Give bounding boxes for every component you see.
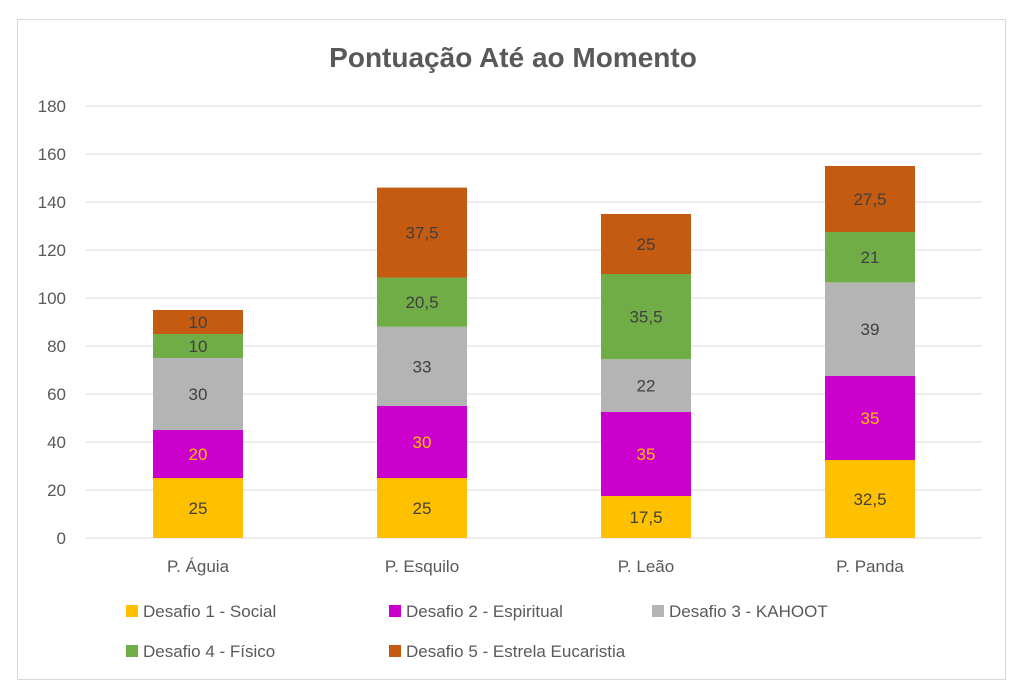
y-axis-ticks: 0 20 40 60 80 100 120 140 160 180 [38, 97, 66, 548]
legend: Desafio 1 - Social Desafio 2 - Espiritual… [126, 602, 828, 661]
legend-label: Desafio 2 - Espiritual [406, 602, 563, 621]
bar-segment [601, 359, 691, 412]
bar-segment [377, 326, 467, 406]
y-tick-label: 140 [38, 193, 66, 212]
y-tick-label: 160 [38, 145, 66, 164]
bar-segment [825, 376, 915, 460]
y-tick-label: 100 [38, 289, 66, 308]
y-tick-label: 120 [38, 241, 66, 260]
bar-segment [153, 310, 243, 334]
legend-label: Desafio 4 - Físico [143, 642, 275, 661]
bar-segment [601, 412, 691, 496]
y-tick-label: 20 [47, 481, 66, 500]
data-label: 30 [413, 433, 432, 452]
data-label: 35,5 [629, 308, 662, 327]
legend-swatch [389, 645, 401, 657]
bar-segment [377, 187, 467, 278]
data-label: 32,5 [853, 490, 886, 509]
data-label: 10 [189, 337, 208, 356]
bar-segment [601, 214, 691, 274]
y-tick-label: 80 [47, 337, 66, 356]
legend-swatch [652, 605, 664, 617]
data-label: 20,5 [405, 293, 438, 312]
x-axis-categories: P. Águia P. Esquilo P. Leão P. Panda [167, 557, 904, 576]
bar-segment [825, 282, 915, 376]
y-tick-label: 40 [47, 433, 66, 452]
bar-segment [825, 460, 915, 538]
legend-label: Desafio 3 - KAHOOT [669, 602, 828, 621]
chart-title: Pontuação Até ao Momento [329, 42, 697, 73]
data-label: 27,5 [853, 190, 886, 209]
data-label: 37,5 [405, 224, 438, 243]
data-label: 25 [637, 235, 656, 254]
bar-segment [153, 334, 243, 358]
data-label: 25 [189, 499, 208, 518]
y-tick-label: 60 [47, 385, 66, 404]
legend-swatch [126, 645, 138, 657]
bar-segment [377, 406, 467, 478]
data-label: 22 [637, 377, 656, 396]
data-label: 20 [189, 445, 208, 464]
legend-swatch [389, 605, 401, 617]
bar-segment [601, 496, 691, 538]
x-category-label: P. Esquilo [385, 557, 459, 576]
y-tick-label: 0 [57, 529, 66, 548]
bars: 25 20 30 10 10 25 30 33 20,5 37,5 17,5 35 22 35,5 25 32… [153, 166, 915, 538]
x-category-label: P. Águia [167, 557, 230, 576]
x-category-label: P. Leão [618, 557, 674, 576]
data-label: 39 [861, 320, 880, 339]
data-label: 33 [413, 357, 432, 376]
data-label: 10 [189, 313, 208, 332]
y-tick-label: 180 [38, 97, 66, 116]
bar-segment [601, 274, 691, 360]
legend-label: Desafio 5 - Estrela Eucaristia [406, 642, 626, 661]
bar-segment [825, 166, 915, 232]
bar-segment [153, 358, 243, 430]
legend-label: Desafio 1 - Social [143, 602, 276, 621]
bar-segment [825, 232, 915, 283]
data-label: 35 [861, 409, 880, 428]
bar-segment [377, 478, 467, 538]
bar-segment [377, 277, 467, 327]
data-label: 25 [413, 499, 432, 518]
x-category-label: P. Panda [836, 557, 904, 576]
legend-swatch [126, 605, 138, 617]
data-label: 21 [861, 248, 880, 267]
data-label: 30 [189, 385, 208, 404]
data-label: 17,5 [629, 508, 662, 527]
bar-segment [153, 478, 243, 538]
bar-segment [153, 430, 243, 478]
data-label: 35 [637, 445, 656, 464]
